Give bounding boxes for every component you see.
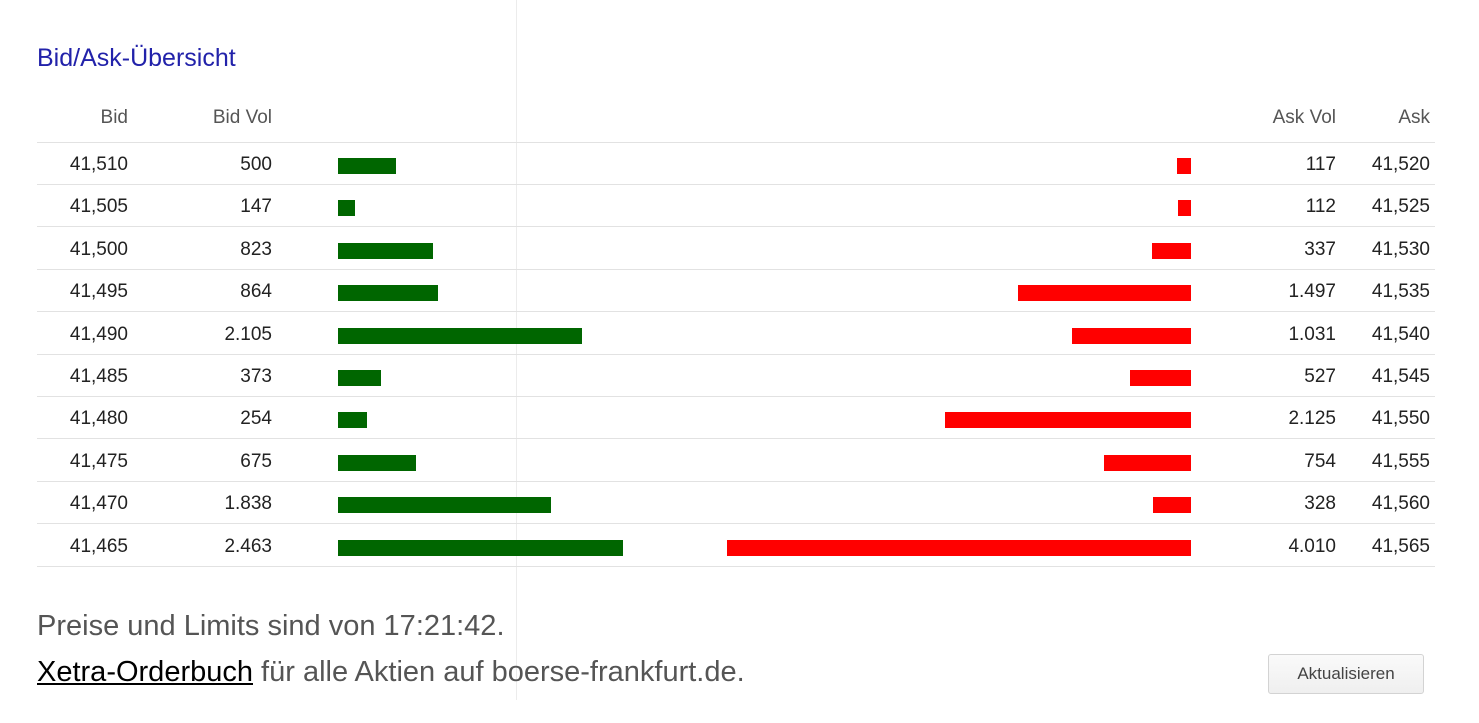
table-row: 41,470 1.838 328 41,560	[37, 482, 1435, 525]
bid-volume-bar	[338, 412, 367, 429]
bid-volume-bar	[338, 242, 433, 259]
xetra-orderbuch-link[interactable]: Xetra-Orderbuch	[37, 656, 253, 688]
bid-volume-cell: 1.838	[224, 493, 272, 515]
row-separator	[37, 438, 1435, 440]
header-bid-vol: Bid Vol	[212, 107, 272, 128]
ask-volume-bar	[727, 539, 1191, 556]
ask-price-cell: 41,565	[1371, 535, 1430, 557]
bid-price-cell: 41,480	[69, 408, 128, 430]
bid-price-cell: 41,495	[69, 281, 128, 303]
ask-price-cell: 41,525	[1371, 196, 1430, 218]
ask-volume-cell: 4.010	[1288, 535, 1336, 557]
row-separator	[37, 184, 1435, 185]
orderbook-link-suffix: für alle Aktien auf boerse-frankfurt.de.	[253, 656, 745, 688]
ask-volume-cell: 2.125	[1288, 408, 1336, 430]
bid-volume-cell: 2.463	[224, 535, 272, 557]
ask-volume-bar	[1153, 497, 1191, 514]
price-timestamp-text: Preise und Limits sind von 17:21:42.	[37, 610, 505, 642]
column-divider-line	[516, 0, 517, 700]
table-row: 41,465 2.463 4.010 41,565	[37, 525, 1435, 567]
row-separator	[37, 396, 1435, 397]
row-separator	[37, 353, 1435, 355]
row-separator	[37, 268, 1435, 270]
row-separator	[37, 480, 1435, 482]
bid-price-cell: 41,490	[69, 323, 128, 345]
table-row: 41,490 2.105 1.031 41,540	[37, 313, 1435, 355]
bid-volume-bar	[338, 200, 355, 217]
row-separator	[37, 523, 1435, 525]
bid-volume-cell: 500	[240, 154, 272, 175]
ask-price-cell: 41,555	[1371, 450, 1430, 472]
table-row: 41,505 147 112 41,525	[37, 185, 1435, 228]
bid-volume-bar	[338, 539, 623, 556]
ask-price-cell: 41,545	[1371, 366, 1430, 387]
ask-volume-bar	[1104, 454, 1191, 471]
ask-volume-cell: 527	[1304, 366, 1336, 387]
row-separator	[37, 311, 1435, 313]
bid-volume-cell: 373	[240, 366, 272, 387]
ask-volume-cell: 1.031	[1288, 323, 1336, 345]
ask-volume-bar	[1152, 242, 1191, 259]
ask-volume-bar	[1178, 200, 1191, 217]
bid-volume-bar	[338, 454, 416, 471]
ask-volume-bar	[1130, 370, 1191, 386]
bid-price-cell: 41,475	[69, 450, 128, 472]
bid-price-cell: 41,510	[69, 154, 128, 175]
ask-volume-cell: 754	[1304, 450, 1336, 472]
ask-volume-cell: 337	[1304, 238, 1336, 260]
bid-volume-cell: 254	[240, 408, 272, 430]
bid-price-cell: 41,485	[69, 366, 128, 387]
ask-volume-cell: 1.497	[1288, 281, 1336, 303]
bid-volume-bar	[338, 497, 551, 514]
row-separator	[37, 565, 1435, 567]
ask-price-cell: 41,540	[1371, 323, 1430, 345]
bid-price-cell: 41,470	[69, 493, 128, 515]
ask-volume-cell: 117	[1305, 154, 1336, 175]
bid-volume-bar	[338, 158, 396, 174]
ask-price-cell: 41,520	[1371, 154, 1430, 175]
table-row: 41,500 823 337 41,530	[37, 228, 1435, 270]
bid-price-cell: 41,505	[69, 196, 128, 218]
bid-volume-bar	[338, 370, 381, 386]
bid-price-cell: 41,465	[69, 535, 128, 557]
table-row: 41,485 373 527 41,545	[37, 355, 1435, 397]
bid-volume-bar	[338, 327, 582, 344]
bid-volume-cell: 2.105	[224, 323, 272, 345]
table-row: 41,510 500 117 41,520	[37, 143, 1435, 185]
header-separator	[37, 142, 1435, 143]
table-row: 41,480 254 2.125 41,550	[37, 397, 1435, 440]
ask-price-cell: 41,530	[1371, 238, 1430, 260]
bid-volume-cell: 675	[240, 450, 272, 472]
header-ask-vol: Ask Vol	[1272, 107, 1336, 128]
header-bid: Bid	[100, 107, 128, 128]
table-row: 41,475 675 754 41,555	[37, 440, 1435, 482]
bid-volume-bar	[338, 285, 438, 302]
bid-volume-cell: 147	[240, 196, 272, 218]
ask-volume-bar	[1018, 285, 1191, 302]
table-row: 41,495 864 1.497 41,535	[37, 270, 1435, 313]
ask-volume-cell: 328	[1304, 493, 1336, 515]
bid-volume-cell: 864	[240, 281, 272, 303]
ask-volume-cell: 112	[1305, 196, 1336, 218]
orderbook-link-line: Xetra-Orderbuch für alle Aktien auf boer…	[37, 656, 745, 689]
ask-volume-bar	[945, 412, 1191, 429]
refresh-button[interactable]: Aktualisieren	[1268, 654, 1424, 694]
ask-price-cell: 41,535	[1371, 281, 1430, 303]
row-separator	[37, 226, 1435, 228]
ask-volume-bar	[1072, 327, 1191, 344]
bid-volume-cell: 823	[240, 238, 272, 260]
ask-volume-bar	[1177, 158, 1191, 174]
header-ask: Ask	[1398, 107, 1430, 128]
ask-price-cell: 41,560	[1371, 493, 1430, 515]
widget-title: Bid/Ask-Übersicht	[37, 44, 236, 72]
bid-price-cell: 41,500	[69, 238, 128, 260]
ask-price-cell: 41,550	[1371, 408, 1430, 430]
